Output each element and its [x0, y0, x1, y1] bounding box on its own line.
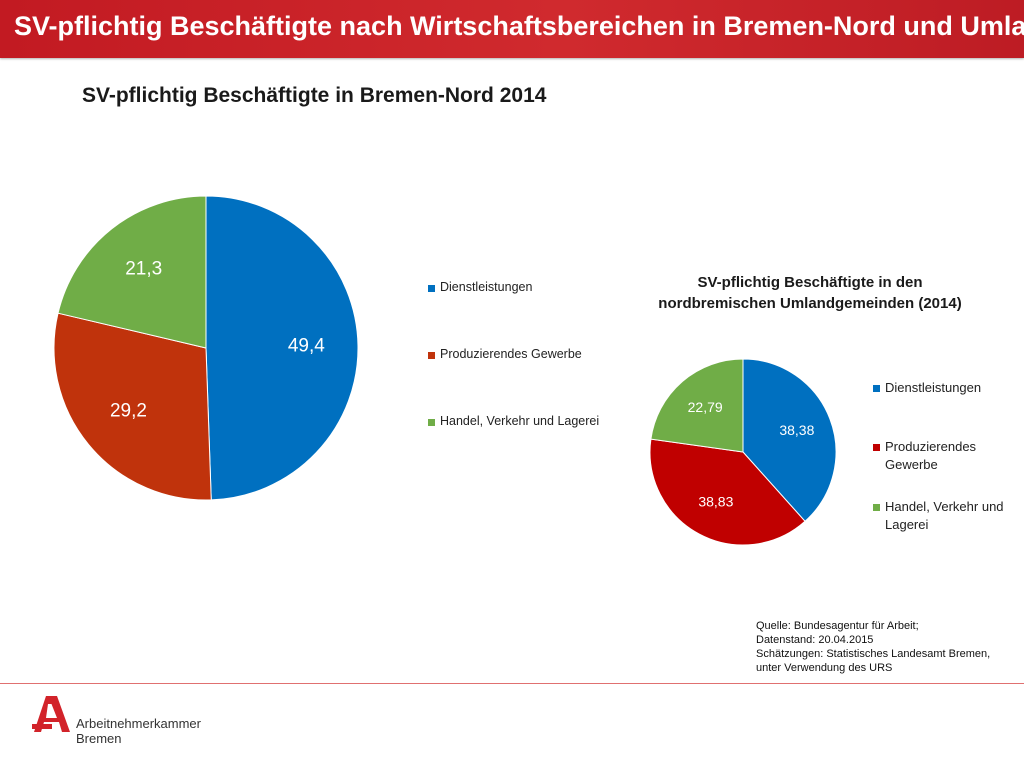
arbeitnehmerkammer-a-logo-icon — [32, 696, 70, 732]
chart-2-title: SV-pflichtig Beschäftigte in den nordbre… — [640, 272, 980, 314]
slice-dienstleistungen — [205, 195, 359, 501]
legend-label-line: Produzierendes — [885, 439, 977, 454]
legend-swatch-handel — [873, 504, 880, 511]
page-title: SV-pflichtig Beschäftigte nach Wirtschaf… — [14, 11, 1024, 41]
legend-swatch-produzierendes-gewerbe — [428, 352, 435, 359]
data-label: 21,3 — [125, 258, 162, 279]
header-bar: SV-pflichtig Beschäftigte nach Wirtschaf… — [0, 0, 1024, 58]
chart-2-title-line: nordbremischen Umlandgemeinden (2014) — [658, 295, 962, 312]
source-line: Quelle: Bundesagentur für Arbeit; — [756, 620, 919, 632]
legend-label-line: Handel, Verkehr und — [885, 499, 1004, 514]
data-label: 22,79 — [688, 399, 723, 415]
legend-label-line: Gewerbe — [885, 457, 938, 472]
logo-text-line: Bremen — [76, 731, 122, 746]
data-label: 49,4 — [288, 335, 325, 356]
legend-label-line: Lagerei — [885, 517, 929, 532]
legend-swatch-dienstleistungen — [873, 385, 880, 392]
chart-2-title-line: SV-pflichtig Beschäftigte in den — [697, 274, 923, 291]
legend-swatch-produzierendes-gewerbe — [873, 444, 880, 451]
slice-dienstleistungen — [742, 358, 837, 523]
chart-1-title: SV-pflichtig Beschäftigte in Bremen-Nord… — [82, 84, 547, 107]
slice-handel — [57, 195, 207, 349]
data-label: 38,38 — [779, 422, 814, 438]
legend-label-line: Dienstleistungen — [885, 380, 982, 395]
source-line: Datenstand: 20.04.2015 — [756, 634, 874, 646]
legend-label: Handel, Verkehr und Lagerei — [440, 414, 600, 428]
legend-label: Produzierendes Gewerbe — [440, 347, 582, 361]
legend-label: Handel, Verkehr und Lagerei — [885, 498, 1004, 534]
legend-swatch-dienstleistungen — [428, 285, 435, 292]
data-label: 29,2 — [110, 401, 147, 422]
footer-divider — [0, 683, 1024, 684]
legend-label: Dienstleistungen — [440, 280, 533, 294]
source-note: Quelle: Bundesagentur für Arbeit; Datens… — [756, 619, 1016, 675]
arbeitnehmerkammer-logo: Arbeitnehmerkammer Bremen — [32, 694, 201, 754]
slice-produzierendes-gewerbe — [53, 312, 212, 501]
legend-label: Produzierendes Gewerbe — [885, 438, 976, 474]
slice-handel — [650, 358, 744, 453]
source-line: unter Verwendung des URS — [756, 662, 893, 674]
legend-label: Dienstleistungen — [885, 379, 981, 397]
logo-text-line: Arbeitnehmerkammer — [76, 716, 201, 731]
logo-text: Arbeitnehmerkammer Bremen — [76, 716, 201, 746]
data-label: 38,83 — [698, 494, 733, 510]
source-line: Schätzungen: Statistisches Landesamt Bre… — [756, 648, 991, 660]
legend-swatch-handel — [428, 419, 435, 426]
slice-produzierendes-gewerbe — [649, 438, 806, 546]
